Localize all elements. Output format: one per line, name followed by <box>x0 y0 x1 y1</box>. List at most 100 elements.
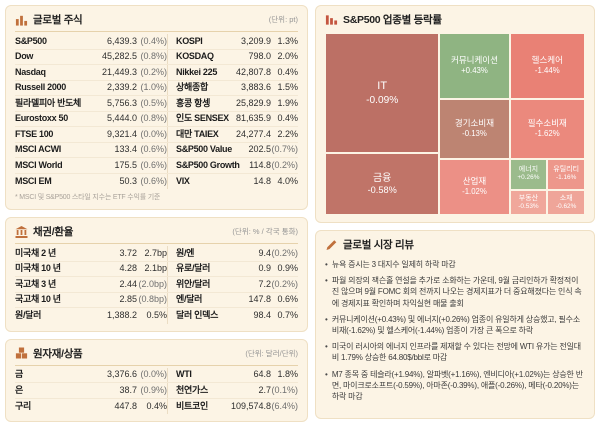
sector-tile: 에너지 +0.26% <box>509 158 548 190</box>
instrument-name: 국고채 3 년 <box>15 278 57 289</box>
instrument-change: (0.6%) <box>140 175 167 186</box>
sector-change: +0.43% <box>461 66 488 76</box>
sector-tile: 부동산 -0.53% <box>509 189 548 215</box>
instrument-value: 9.4 <box>258 247 271 258</box>
instrument-name: Nasdaq <box>15 66 46 77</box>
sector-tile: 필수소비재 -1.62% <box>509 98 585 159</box>
instrument-change: (0.6%) <box>140 144 167 155</box>
instrument-change: (0.4%) <box>140 35 167 46</box>
instrument-name: 금 <box>15 369 23 380</box>
instrument-name: S&P500 <box>15 35 47 46</box>
review-bullet: • 커뮤니케이션(+0.43%) 및 에너지(+0.26%) 업종이 유일하게 상… <box>325 314 585 336</box>
instrument-change: (0.2%) <box>271 247 298 258</box>
instrument-change: 2.0% <box>277 51 298 62</box>
instrument-change: (2.0bp) <box>138 278 167 289</box>
instrument-change: 0.4% <box>277 113 298 124</box>
instrument-change: (0.2%) <box>140 66 167 77</box>
table-row: FTSE 100 9,321.4 (0.0%) 대만 TAIEX 24,277.4 2.2… <box>15 127 298 143</box>
instrument-change: (0.9%) <box>140 384 167 395</box>
boxes-icon <box>15 347 28 359</box>
instrument-name: 국고채 10 년 <box>15 294 61 305</box>
bullet-icon: • <box>325 276 328 286</box>
instrument-value: 5,756.3 <box>106 97 137 108</box>
bullet-text: 커뮤니케이션(+0.43%) 및 에너지(+0.26%) 업종이 유일하게 상승… <box>331 314 580 335</box>
instrument-value: 45,282.5 <box>101 51 137 62</box>
panel-title: 채권/환율 <box>33 226 74 238</box>
panel-title: 원자재/상품 <box>33 347 83 360</box>
instrument-change: 2.2% <box>277 128 298 139</box>
instrument-name: 구리 <box>15 400 31 411</box>
instrument-value: 133.4 <box>114 144 137 155</box>
instrument-name: Eurostoxx 50 <box>15 113 68 124</box>
instrument-name: Nikkei 225 <box>167 65 227 80</box>
table-row: 구리 447.8 0.4% 비트코인 109,574.8 (6.4%) <box>15 398 298 414</box>
instrument-name: 비트코인 <box>167 398 227 414</box>
sector-name: 필수소비재 <box>527 117 567 128</box>
bullet-icon: • <box>325 260 328 269</box>
sector-tile: 경기소비재 -0.13% <box>439 98 510 159</box>
instrument-value: 3.72 <box>119 247 137 258</box>
table-row: 은 38.7 (0.9%) 천연가스 2.7 (0.1%) <box>15 383 298 399</box>
instrument-change: 0.5% <box>146 310 167 321</box>
instrument-value: 1,388.2 <box>106 310 137 321</box>
instrument-change: 0.7% <box>277 310 298 321</box>
instrument-name: Russell 2000 <box>15 82 66 93</box>
instrument-change: (0.8%) <box>140 51 167 62</box>
instrument-name: 원/엔 <box>167 246 227 261</box>
instrument-value: 175.5 <box>114 159 137 170</box>
instrument-change: (0.5%) <box>140 97 167 108</box>
bullet-icon: • <box>325 369 328 379</box>
bank-icon <box>15 225 28 238</box>
instrument-name: 미국채 10 년 <box>15 263 61 274</box>
instrument-change: (0.6%) <box>140 159 167 170</box>
bullet-text: 뉴욕 증시는 3 대지수 일제히 하락 마감 <box>331 260 456 269</box>
table-row: Eurostoxx 50 5,444.0 (0.8%) 인도 SENSEX 81,635… <box>15 111 298 127</box>
instrument-value: 2.7 <box>258 384 271 395</box>
instrument-name: KOSPI <box>167 34 227 49</box>
table-row: S&P500 6,439.3 (0.4%) KOSPI 3,209.9 1.3% <box>15 34 298 50</box>
sector-change: -1.02% <box>462 187 487 197</box>
table-row: 원/달러 1,388.2 0.5% 달러 인덱스 98.4 0.7% <box>15 308 298 324</box>
instrument-change: 2.7bp <box>144 247 167 258</box>
instrument-value: 2,339.2 <box>106 82 137 93</box>
sector-tile: 헬스케어 -1.44% <box>509 33 585 99</box>
instrument-value: 3,376.6 <box>106 369 137 380</box>
instrument-name: VIX <box>167 173 227 189</box>
instrument-value: 7.2 <box>258 278 271 289</box>
table-row: MSCI EM 50.3 (0.6%) VIX 14.8 4.0% <box>15 173 298 189</box>
unit-label: (단위: 달러/단위) <box>245 348 298 358</box>
instrument-value: 0.9 <box>258 263 271 274</box>
instrument-value: 3,209.9 <box>240 35 271 46</box>
table-row: Dow 45,282.5 (0.8%) KOSDAQ 798.0 2.0% <box>15 49 298 65</box>
review-bullet: • 파월 의장의 잭슨홀 연설을 추가로 소화하는 가운데, 9월 금리인하가 확… <box>325 275 585 309</box>
instrument-change: 0.4% <box>146 400 167 411</box>
table-row: 국고채 3 년 2.44 (2.0bp) 위안/달러 7.2 (0.2%) <box>15 277 298 293</box>
instrument-change: 1.9% <box>277 97 298 108</box>
panel-commodities: 원자재/상품 (단위: 달러/단위) 금 3,376.6 (0.0%) WTI 64.8… <box>5 338 308 422</box>
sector-name: 헬스케어 <box>531 55 563 66</box>
instrument-name: 원/달러 <box>15 310 42 321</box>
instrument-name: 대만 TAIEX <box>167 127 227 142</box>
instrument-change: 2.1bp <box>144 263 167 274</box>
sector-change: -0.13% <box>462 128 487 138</box>
instrument-change: 1.3% <box>277 35 298 46</box>
instrument-value: 6,439.3 <box>106 35 137 46</box>
instrument-change: (0.7%) <box>271 144 298 155</box>
instrument-value: 202.5 <box>248 144 271 155</box>
sector-name: 경기소비재 <box>454 117 495 128</box>
instrument-name: S&P500 Growth <box>167 158 240 173</box>
table-row: 미국채 2 년 3.72 2.7bp 원/엔 9.4 (0.2%) <box>15 246 298 262</box>
sector-tile: 산업재 -1.02% <box>439 158 510 215</box>
instrument-value: 147.8 <box>248 294 271 305</box>
instrument-change: 0.4% <box>277 66 298 77</box>
instrument-name: KOSDAQ <box>167 49 227 64</box>
table-row: 미국채 10 년 4.28 2.1bp 유로/달러 0.9 0.9% <box>15 261 298 277</box>
instrument-change: (0.2%) <box>271 159 298 170</box>
instrument-change: (0.0%) <box>140 369 167 380</box>
panel-bonds-fx: 채권/환율 (단위: % / 각국 통화) 미국채 2 년 3.72 2.7bp 원/… <box>5 217 308 332</box>
panel-sector-treemap: S&P500 업종별 등락률 IT -0.09% 금융 -0.58% 커뮤니케이션 +0.… <box>315 5 595 223</box>
sector-name: 부동산 <box>518 194 539 202</box>
pencil-icon <box>325 239 338 251</box>
instrument-change: 1.5% <box>277 82 298 93</box>
instrument-name: 엔/달러 <box>167 292 227 307</box>
